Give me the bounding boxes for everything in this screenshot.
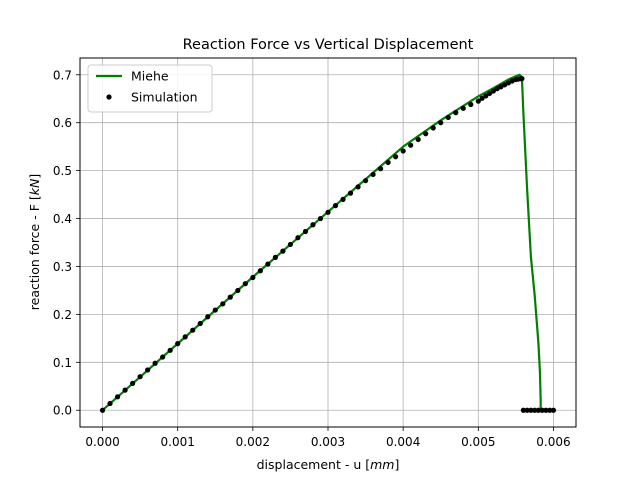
data-point-simulation: [145, 367, 151, 373]
x-tick-label: 0.000: [85, 435, 119, 449]
data-point-simulation: [550, 407, 557, 413]
data-point-simulation: [205, 314, 211, 320]
y-axis-label: reaction force - F [kN]: [27, 174, 42, 310]
data-point-simulation: [520, 407, 526, 413]
data-point-simulation: [152, 360, 158, 366]
data-point-simulation: [532, 407, 538, 413]
data-point-simulation: [287, 241, 294, 248]
x-axis-label-unit: mm: [370, 457, 394, 472]
data-point-simulation: [182, 334, 188, 340]
x-tick-label: 0.003: [311, 435, 345, 449]
y-axis-ticks: 0.0 0.1 0.2 0.3 0.4 0.5 0.6 0.7: [53, 68, 80, 418]
data-point-simulation: [355, 184, 361, 190]
legend: Miehe Simulation: [87, 64, 213, 113]
data-point-simulation: [137, 374, 143, 380]
data-point-simulation: [340, 196, 346, 202]
data-point-simulation: [468, 101, 474, 108]
x-axis-label-prefix: displacement - u [: [257, 457, 370, 472]
y-tick-label: 0.3: [53, 260, 72, 274]
data-point-simulation: [370, 171, 376, 178]
data-point-simulation: [295, 235, 301, 241]
data-point-simulation: [423, 131, 429, 137]
data-point-simulation: [479, 95, 485, 101]
data-point-simulation: [535, 407, 542, 413]
data-point-simulation: [400, 148, 406, 154]
x-tick-label: 0.001: [161, 435, 195, 449]
data-point-simulation: [486, 90, 493, 97]
data-point-simulation: [175, 341, 181, 347]
plot-area: [99, 73, 557, 413]
y-axis-label-prefix: reaction force - F [: [27, 195, 42, 310]
data-point-simulation: [250, 274, 256, 281]
x-tick-label: 0.002: [236, 435, 270, 449]
y-tick-label: 0.4: [53, 212, 72, 226]
data-point-simulation: [543, 407, 549, 413]
y-tick-label: 0.0: [53, 404, 72, 418]
data-point-simulation: [453, 110, 459, 116]
y-tick-label: 0.2: [53, 308, 72, 322]
y-tick-label: 0.5: [53, 164, 72, 178]
x-tick-label: 0.005: [461, 435, 495, 449]
legend-swatch-simulation: [106, 94, 112, 100]
data-point-simulation: [415, 136, 421, 143]
series-line-miehe: [101, 73, 542, 412]
chart-title: Reaction Force vs Vertical Displacement: [183, 37, 474, 53]
data-point-simulation: [547, 407, 553, 413]
x-tick-label: 0.006: [536, 435, 570, 449]
data-point-simulation: [524, 407, 530, 413]
data-point-simulation: [302, 228, 309, 235]
data-point-simulation: [332, 203, 339, 209]
data-point-simulation: [122, 387, 128, 393]
data-point-simulation: [167, 347, 173, 353]
data-point-simulation: [430, 125, 436, 131]
data-point-simulation: [310, 222, 316, 228]
legend-label-miehe: Miehe: [131, 69, 169, 84]
data-point-simulation: [475, 98, 481, 104]
data-point-simulation: [438, 120, 444, 126]
data-point-simulation: [190, 327, 196, 333]
y-tick-label: 0.6: [53, 116, 72, 130]
data-point-simulation: [490, 88, 496, 94]
data-point-simulation: [347, 190, 354, 196]
data-point-simulation: [265, 261, 271, 267]
data-point-simulation: [483, 93, 489, 99]
data-point-simulation: [539, 407, 545, 413]
data-point-simulation: [242, 281, 248, 287]
data-point-simulation: [280, 248, 286, 254]
data-point-simulation: [212, 307, 218, 313]
data-point-simulation: [114, 394, 121, 400]
data-point-simulation: [408, 142, 414, 148]
data-point-simulation: [362, 178, 369, 184]
data-point-simulation: [445, 114, 451, 121]
data-point-simulation: [393, 154, 399, 160]
data-point-simulation: [317, 215, 324, 222]
data-point-simulation: [227, 294, 233, 300]
data-point-simulation: [325, 209, 331, 215]
data-point-simulation: [107, 400, 113, 407]
y-axis-label-unit: kN: [27, 178, 42, 195]
data-point-simulation: [378, 166, 384, 172]
data-point-simulation: [460, 105, 466, 111]
y-axis-label-suffix: ]: [27, 174, 42, 179]
data-point-simulation: [272, 254, 278, 260]
data-point-simulation: [519, 76, 525, 82]
data-point-simulation: [385, 159, 391, 166]
data-point-simulation: [235, 287, 241, 294]
data-point-simulation: [99, 407, 106, 413]
data-point-simulation: [257, 268, 263, 274]
data-point-simulation: [130, 380, 136, 386]
grid-lines: [80, 58, 576, 427]
legend-label-simulation: Simulation: [131, 90, 198, 105]
data-point-simulation: [220, 301, 226, 307]
x-axis-ticks: 0.000 0.001 0.002 0.003 0.004 0.005 0.006: [85, 427, 571, 449]
y-tick-label: 0.7: [53, 68, 72, 82]
data-point-simulation: [160, 354, 166, 360]
x-axis-label-suffix: ]: [394, 457, 399, 472]
data-point-simulation: [197, 320, 203, 327]
y-tick-label: 0.1: [53, 356, 72, 370]
x-tick-label: 0.004: [386, 435, 420, 449]
x-axis-label: displacement - u [mm]: [257, 457, 400, 472]
data-point-simulation: [528, 407, 534, 413]
